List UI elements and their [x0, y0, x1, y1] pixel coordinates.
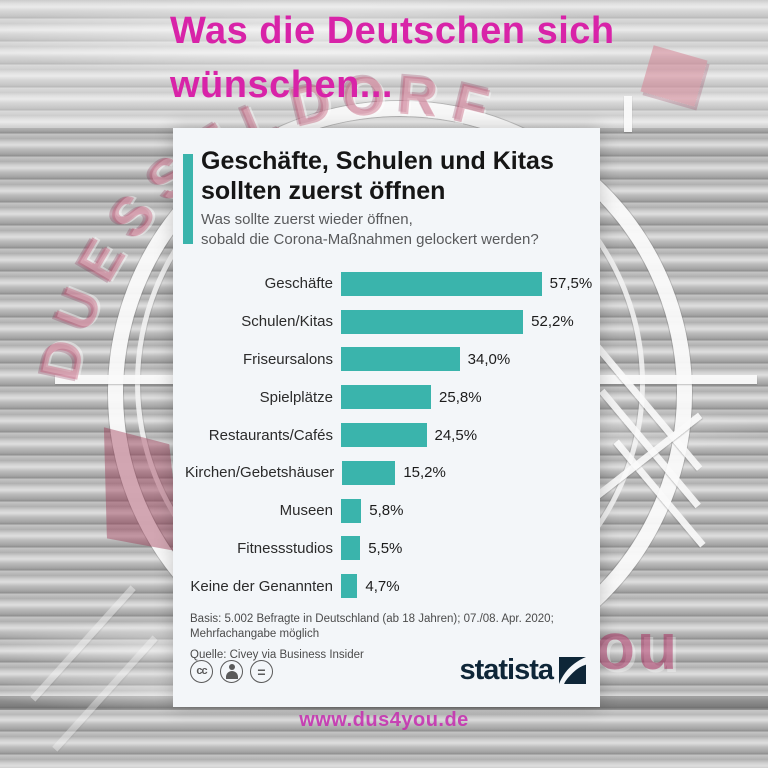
- bar: [341, 498, 362, 523]
- bar-row: Schulen/Kitas 52,2%: [185, 303, 590, 341]
- bar-value-label: 4,7%: [365, 577, 400, 595]
- bar: [341, 385, 432, 410]
- chart-headline-line1: Geschäfte, Schulen und Kitas: [201, 147, 554, 175]
- chart-headline: Geschäfte, Schulen und Kitas sollten zue…: [201, 146, 554, 206]
- statista-logo-icon: [559, 657, 586, 684]
- chart-headline-line2: sollten zuerst öffnen: [201, 177, 446, 205]
- bar: [341, 423, 427, 448]
- bar-category-label: Kirchen/Gebetshäuser: [185, 464, 335, 482]
- bar-row: Friseursalons 34,0%: [185, 341, 590, 379]
- bar-value-label: 57,5%: [549, 275, 593, 293]
- license-icons: cc =: [190, 660, 273, 683]
- person-icon: [225, 664, 238, 679]
- statista-infographic-card: Geschäfte, Schulen und Kitas sollten zue…: [173, 128, 600, 707]
- bar-category-label: Friseursalons: [242, 350, 333, 368]
- bar-value-label: 25,8%: [439, 388, 482, 406]
- bar-category-label: Restaurants/Cafés: [208, 426, 333, 444]
- bar-row: Restaurants/Cafés 24,5%: [185, 416, 590, 454]
- cc-icon-label: cc: [196, 665, 207, 677]
- statista-wordmark: statista: [459, 654, 554, 686]
- bar-category-label: Geschäfte: [264, 275, 333, 293]
- bar-row: Kirchen/Gebetshäuser 15,2%: [185, 454, 590, 492]
- bar-chart: Geschäfte 57,5% Schulen/Kitas 52,2% Friseurs…: [185, 265, 593, 605]
- page-title-line1: Was die Deutschen sich: [170, 10, 615, 52]
- bar-category-label: Schulen/Kitas: [241, 313, 333, 331]
- bar: [342, 460, 396, 485]
- page-title-line2: wünschen...: [170, 64, 393, 106]
- no-derivatives-icon[interactable]: =: [250, 660, 273, 683]
- bar-value-label: 34,0%: [467, 350, 511, 368]
- bar-category-label: Keine der Genannten: [190, 577, 333, 595]
- no-derivatives-icon-label: =: [257, 663, 266, 680]
- bar-row: Fitnessstudios 5,5%: [185, 530, 590, 568]
- bar-category-label: Spielplätze: [259, 388, 333, 406]
- bar-row: Museen 5,8%: [185, 492, 590, 530]
- chart-subtitle: Was sollte zuerst wieder öffnen, sobald …: [201, 210, 539, 250]
- bar-value-label: 24,5%: [434, 426, 478, 444]
- cc-icon[interactable]: cc: [190, 660, 213, 683]
- teal-accent-bar: [183, 154, 193, 244]
- bar-value-label: 52,2%: [531, 313, 574, 331]
- attribution-icon[interactable]: [220, 660, 243, 683]
- bar-value-label: 15,2%: [403, 464, 446, 482]
- bar: [341, 309, 524, 334]
- footnote-basis-line2: Mehrfachangabe möglich: [190, 628, 320, 640]
- bar-row: Keine der Genannten 4,7%: [185, 567, 590, 605]
- bar-row: Spielplätze 25,8%: [185, 378, 590, 416]
- website-url-link[interactable]: www.dus4you.de: [299, 709, 469, 731]
- chart-subtitle-line2: sobald die Corona-Maßnahmen gelockert we…: [201, 231, 539, 248]
- footnote-basis-line1: Basis: 5.002 Befragte in Deutschland (ab…: [190, 613, 554, 625]
- compass-vertical-line: [624, 96, 632, 132]
- bar-value-label: 5,8%: [369, 502, 404, 520]
- statista-brand: statista: [459, 656, 586, 685]
- bar-row: Geschäfte 57,5%: [185, 265, 593, 303]
- chart-subtitle-line1: Was sollte zuerst wieder öffnen,: [201, 211, 413, 228]
- bar: [341, 271, 542, 296]
- bar: [341, 536, 361, 561]
- bar-value-label: 5,5%: [368, 539, 403, 557]
- bar-category-label: Fitnessstudios: [237, 539, 333, 557]
- bar-category-label: Museen: [279, 502, 333, 520]
- bar: [341, 574, 358, 599]
- page-title: Was die Deutschen sich wünschen...: [170, 4, 615, 112]
- bar: [341, 347, 460, 372]
